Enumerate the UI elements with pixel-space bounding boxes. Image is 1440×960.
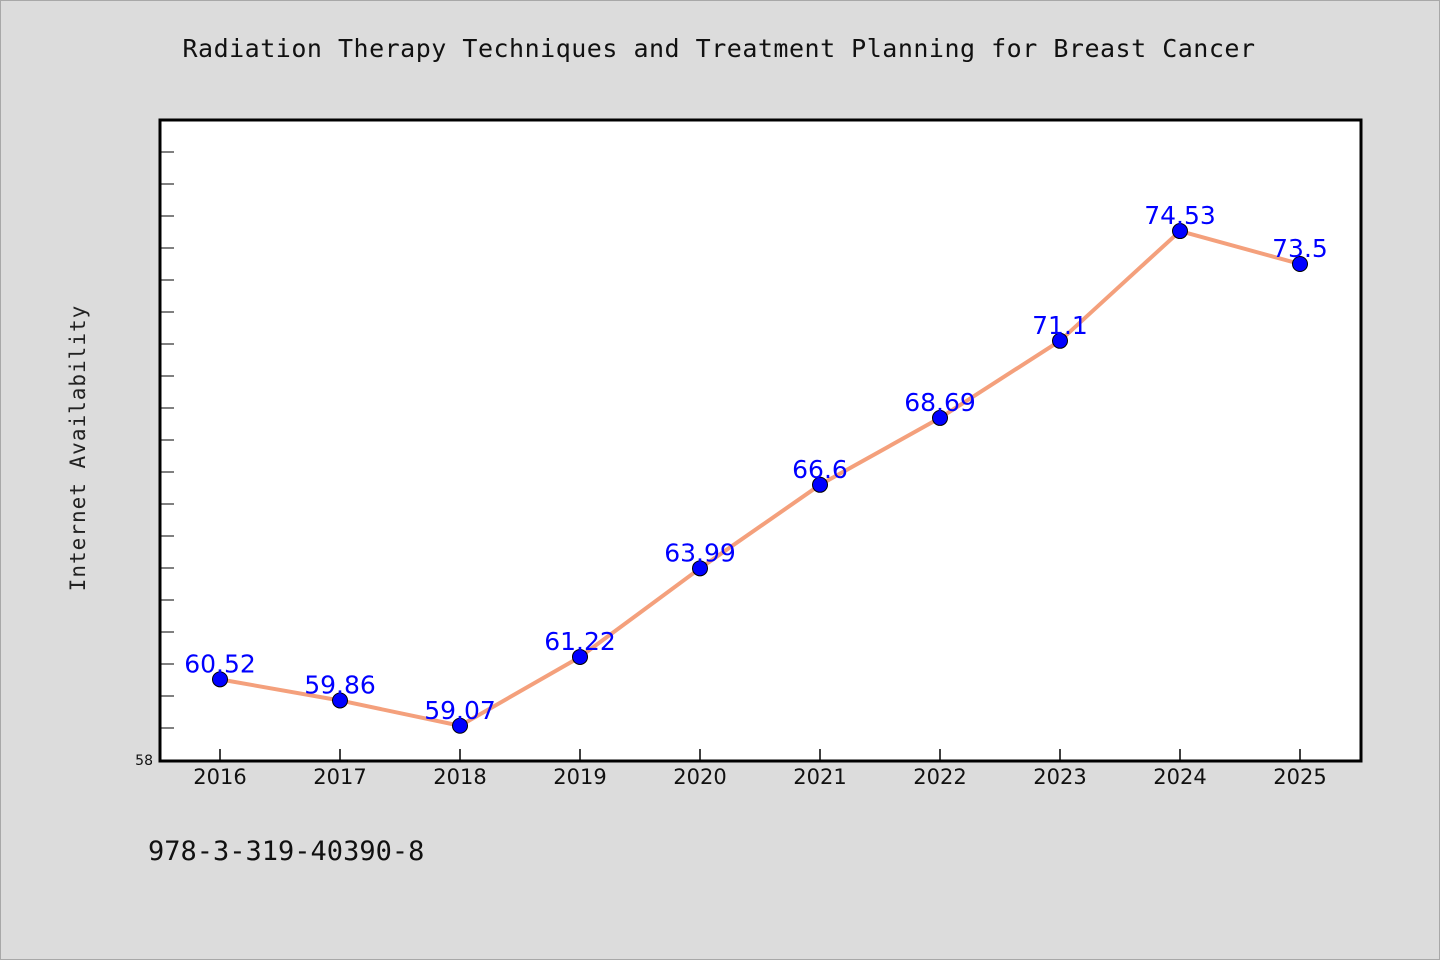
y-tick-label: 58 <box>135 753 153 769</box>
data-point-label: 73.5 <box>1272 234 1328 263</box>
data-point-marker <box>932 409 948 426</box>
x-tick-label: 2016 <box>193 765 246 789</box>
data-point-marker <box>212 671 228 688</box>
marker-layer <box>212 223 1308 734</box>
data-point-marker <box>1292 256 1308 272</box>
series-line <box>219 229 1301 728</box>
data-point-label: 68.69 <box>904 388 976 417</box>
data-point-marker <box>452 717 468 734</box>
series-layer <box>219 229 1301 728</box>
chart-title: Radiation Therapy Techniques and Treatme… <box>182 34 1256 63</box>
data-point-label: 63.99 <box>664 538 736 567</box>
x-tick-label: 2020 <box>673 765 726 789</box>
data-point-label: 66.6 <box>792 455 848 484</box>
data-point-label: 60.52 <box>184 649 256 678</box>
x-tick-label: 2019 <box>553 765 606 789</box>
data-point-marker <box>332 692 348 709</box>
data-point-label: 61.22 <box>544 627 616 656</box>
data-label-layer: 60.52 59.86 59.07 61.22 63.99 66.6 68.69 71.1 74… <box>184 201 1328 725</box>
x-tick-label: 2024 <box>1153 765 1206 789</box>
data-point-label: 59.07 <box>424 696 496 725</box>
data-point-marker <box>812 476 828 493</box>
data-point-marker <box>1052 332 1068 349</box>
data-point-label: 71.1 <box>1032 311 1088 340</box>
x-tick-label: 2021 <box>793 765 846 789</box>
x-tick-label: 2025 <box>1273 765 1326 789</box>
data-point-label: 59.86 <box>304 670 376 699</box>
isbn-code: 978-3-319-40390-8 <box>148 836 425 867</box>
data-point-marker <box>572 648 588 665</box>
plot-area <box>158 118 1363 763</box>
x-tick-label: 2022 <box>913 765 966 789</box>
data-point-marker <box>692 560 708 577</box>
x-tick-label: 2017 <box>313 765 366 789</box>
y-axis: 58 <box>135 151 174 769</box>
x-axis: 2016 2017 2018 2019 2020 2021 2022 2023 2024 2025 <box>193 749 1327 789</box>
x-tick-label: 2023 <box>1033 765 1086 789</box>
x-tick-label: 2018 <box>433 765 486 789</box>
data-point-label: 74.53 <box>1144 201 1216 230</box>
data-point-marker <box>1172 223 1188 240</box>
